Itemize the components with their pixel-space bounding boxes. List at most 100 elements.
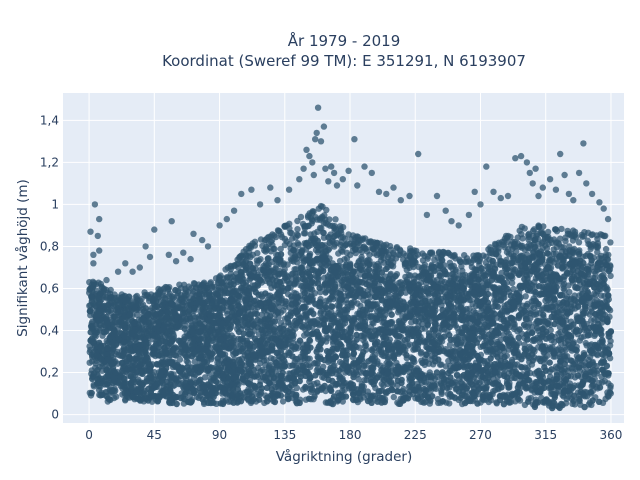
data-point (571, 228, 579, 236)
data-point (456, 256, 463, 263)
data-point (192, 292, 199, 300)
data-point (332, 216, 339, 223)
data-point (317, 202, 325, 210)
data-point (459, 272, 467, 279)
data-point (339, 234, 347, 241)
data-point (216, 285, 223, 292)
data-point (111, 394, 118, 402)
data-point (277, 319, 285, 327)
data-point (286, 220, 293, 227)
data-point (503, 248, 511, 256)
data-point (176, 356, 184, 363)
data-point (337, 223, 344, 230)
data-point (265, 261, 272, 268)
data-point (598, 350, 605, 358)
data-point (275, 227, 282, 235)
data-point (562, 253, 569, 260)
data-point (401, 260, 409, 268)
data-point (505, 232, 512, 240)
data-point (566, 247, 573, 254)
data-point (476, 257, 483, 265)
data-point (441, 270, 449, 278)
data-point (133, 301, 140, 308)
data-point (498, 269, 505, 277)
data-point (458, 263, 465, 270)
data-point (335, 250, 342, 257)
data-point (116, 300, 123, 307)
data-point (519, 235, 526, 242)
data-point (270, 245, 277, 252)
data-point (281, 222, 288, 230)
data-point (241, 304, 248, 312)
data-point (300, 230, 308, 237)
data-point (579, 233, 586, 240)
data-point (331, 232, 338, 240)
data-point (294, 226, 301, 233)
data-point (380, 259, 388, 266)
data-point (165, 285, 172, 293)
data-point (513, 248, 520, 255)
data-point (356, 237, 364, 244)
data-point (291, 266, 298, 273)
data-point (560, 282, 567, 289)
data-point (290, 369, 297, 376)
data-point (261, 305, 268, 313)
data-point (593, 350, 600, 358)
data-point (292, 273, 300, 280)
data-point (134, 311, 141, 319)
data-point (132, 293, 139, 301)
data-point (227, 263, 234, 270)
data-point (336, 257, 344, 265)
data-point (552, 239, 560, 246)
data-point (177, 295, 185, 302)
data-point (352, 234, 359, 241)
data-point (319, 373, 326, 381)
data-point (185, 283, 193, 290)
data-point (262, 248, 269, 255)
data-point (387, 246, 394, 253)
data-point (525, 230, 533, 237)
data-point (550, 250, 557, 258)
data-point (473, 252, 480, 259)
data-point (390, 393, 397, 401)
data-point (598, 252, 605, 260)
data-point (501, 238, 508, 245)
data-point (501, 244, 508, 251)
data-point (345, 231, 352, 238)
data-point (599, 379, 606, 386)
data-point (111, 294, 119, 302)
data-point (385, 260, 392, 267)
data-point (338, 308, 345, 315)
data-point (539, 231, 547, 238)
data-point (255, 257, 262, 264)
data-point (331, 224, 338, 232)
data-point (575, 239, 583, 246)
data-point (177, 285, 185, 292)
data-point (349, 242, 356, 250)
data-point (301, 223, 309, 230)
data-point (185, 359, 192, 366)
data-point (415, 263, 422, 271)
data-point (277, 245, 284, 253)
data-point (405, 271, 412, 279)
data-point (492, 245, 499, 252)
data-point (507, 241, 515, 248)
data-point (410, 248, 417, 256)
data-point (552, 226, 559, 233)
data-point (463, 305, 470, 313)
data-point (410, 263, 417, 271)
data-point (562, 234, 569, 241)
data-point (242, 253, 250, 260)
data-point (607, 382, 614, 389)
data-point (588, 317, 595, 324)
data-point (576, 276, 583, 283)
data-point (461, 258, 469, 265)
data-point (447, 275, 454, 282)
data-point (482, 259, 490, 266)
data-point (86, 359, 93, 366)
data-point (216, 273, 223, 281)
data-point (254, 250, 261, 257)
data-point (143, 292, 150, 300)
data-point (540, 223, 547, 230)
